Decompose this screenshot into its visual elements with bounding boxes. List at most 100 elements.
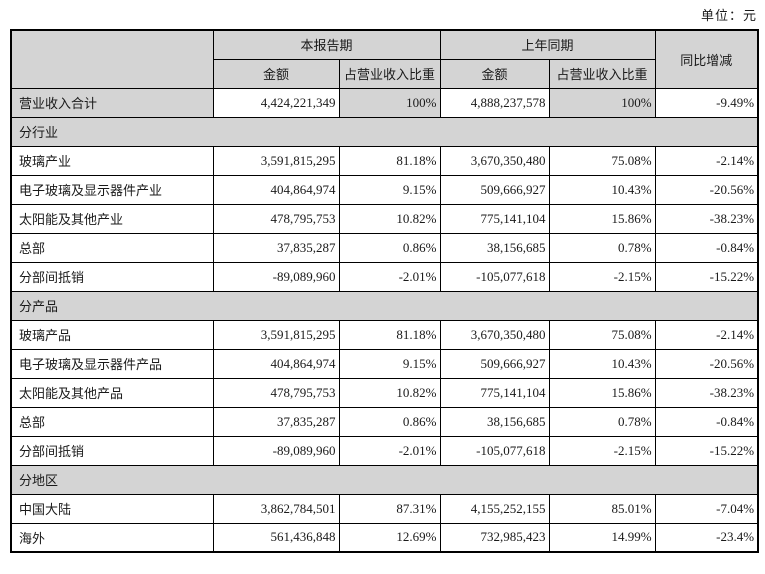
table-row: 中国大陆 3,862,784,501 87.31% 4,155,252,155 … [10,493,759,524]
header-empty-cell [10,29,214,89]
prior-pct-cell: 85.01% [548,493,656,524]
table-row: 分部间抵销 -89,089,960 -2.01% -105,077,618 -2… [10,435,759,466]
table-row: 玻璃产业 3,591,815,295 81.18% 3,670,350,480 … [10,145,759,176]
row-label: 玻璃产业 [10,145,214,176]
header-prior-amount: 金额 [439,58,550,89]
prior-amount-cell: -105,077,618 [439,261,550,292]
table-row: 电子玻璃及显示器件产品 404,864,974 9.15% 509,666,92… [10,348,759,379]
table-row: 电子玻璃及显示器件产业 404,864,974 9.15% 509,666,92… [10,174,759,205]
prior-pct-cell: 10.43% [548,348,656,379]
prior-amount-cell: 732,985,423 [439,522,550,553]
yoy-cell: -9.49% [654,87,759,118]
prior-amount-cell: 3,670,350,480 [439,145,550,176]
current-amount-cell: 404,864,974 [212,348,340,379]
row-label: 太阳能及其他产品 [10,377,214,408]
header-row-subcolumns: 金额 占营业收入比重 金额 占营业收入比重 [11,58,758,89]
prior-amount-cell: 3,670,350,480 [439,319,550,350]
current-pct-cell: 87.31% [338,493,441,524]
section-title: 分地区 [10,464,759,495]
row-label: 太阳能及其他产业 [10,203,214,234]
prior-pct-cell: 15.86% [548,377,656,408]
current-pct-cell: 10.82% [338,377,441,408]
prior-pct-cell: 0.78% [548,406,656,437]
current-pct-cell: 10.82% [338,203,441,234]
row-label: 分部间抵销 [10,261,214,292]
current-amount-cell: 3,862,784,501 [212,493,340,524]
prior-amount-cell: 775,141,104 [439,203,550,234]
row-label: 分部间抵销 [10,435,214,466]
yoy-cell: -15.22% [654,435,759,466]
row-label: 总部 [10,406,214,437]
current-pct-cell: 81.18% [338,319,441,350]
current-amount-cell: 3,591,815,295 [212,319,340,350]
current-amount-cell: 37,835,287 [212,232,340,263]
section-title: 分行业 [10,116,759,147]
prior-amount-cell: 38,156,685 [439,406,550,437]
yoy-cell: -20.56% [654,348,759,379]
table-row: 太阳能及其他产品 478,795,753 10.82% 775,141,104 … [10,377,759,408]
header-yoy-change: 同比增减 [654,29,759,89]
prior-amount-cell: 4,155,252,155 [439,493,550,524]
yoy-cell: -15.22% [654,261,759,292]
row-label: 总部 [10,232,214,263]
current-pct-cell: 81.18% [338,145,441,176]
header-current-period: 本报告期 [212,29,441,60]
current-amount-cell: 4,424,221,349 [212,87,340,118]
section-row-region: 分地区 [10,464,759,495]
current-amount-cell: -89,089,960 [212,435,340,466]
prior-pct-cell: 75.08% [548,145,656,176]
yoy-cell: -2.14% [654,319,759,350]
table-row: 总部 37,835,287 0.86% 38,156,685 0.78% -0.… [10,406,759,437]
row-label: 玻璃产品 [10,319,214,350]
yoy-cell: -2.14% [654,145,759,176]
current-pct-cell: -2.01% [338,261,441,292]
yoy-cell: -7.04% [654,493,759,524]
current-amount-cell: 478,795,753 [212,203,340,234]
current-pct-cell: 0.86% [338,232,441,263]
table-row: 分部间抵销 -89,089,960 -2.01% -105,077,618 -2… [10,261,759,292]
table-row: 总部 37,835,287 0.86% 38,156,685 0.78% -0.… [10,232,759,263]
section-row-industry: 分行业 [10,116,759,147]
prior-amount-cell: 775,141,104 [439,377,550,408]
yoy-cell: -38.23% [654,203,759,234]
unit-label: 单位：元 [700,8,757,23]
table-row: 太阳能及其他产业 478,795,753 10.82% 775,141,104 … [10,203,759,234]
prior-pct-cell: 75.08% [548,319,656,350]
row-label: 中国大陆 [10,493,214,524]
yoy-cell: -38.23% [654,377,759,408]
current-amount-cell: -89,089,960 [212,261,340,292]
total-revenue-row: 营业收入合计 4,424,221,349 100% 4,888,237,578 … [10,87,759,118]
row-label: 海外 [10,522,214,553]
prior-pct-cell: 14.99% [548,522,656,553]
section-row-product: 分产品 [10,290,759,321]
prior-pct-cell: -2.15% [548,261,656,292]
prior-pct-cell: -2.15% [548,435,656,466]
table-row: 玻璃产品 3,591,815,295 81.18% 3,670,350,480 … [10,319,759,350]
prior-pct-cell: 15.86% [548,203,656,234]
row-label: 营业收入合计 [10,87,214,118]
prior-amount-cell: 38,156,685 [439,232,550,263]
header-current-amount: 金额 [212,58,340,89]
header-row-periods: 本报告期 上年同期 同比增减 [10,29,759,89]
yoy-cell: -20.56% [654,174,759,205]
prior-amount-cell: -105,077,618 [439,435,550,466]
table-row: 海外 561,436,848 12.69% 732,985,423 14.99%… [10,522,759,553]
prior-amount-cell: 4,888,237,578 [439,87,550,118]
current-amount-cell: 478,795,753 [212,377,340,408]
prior-pct-cell: 10.43% [548,174,656,205]
prior-pct-cell: 100% [548,87,656,118]
header-prior-period: 上年同期 [439,29,656,60]
prior-amount-cell: 509,666,927 [439,174,550,205]
yoy-cell: -0.84% [654,232,759,263]
prior-pct-cell: 0.78% [548,232,656,263]
row-label: 电子玻璃及显示器件产业 [10,174,214,205]
header-prior-pct: 占营业收入比重 [548,58,656,89]
revenue-breakdown-table: 本报告期 上年同期 同比增减 金额 占营业收入比重 金额 占营业收入比重 营业收… [10,29,760,553]
section-title: 分产品 [10,290,759,321]
current-amount-cell: 561,436,848 [212,522,340,553]
header-current-pct: 占营业收入比重 [338,58,441,89]
yoy-cell: -0.84% [654,406,759,437]
prior-amount-cell: 509,666,927 [439,348,550,379]
current-pct-cell: 100% [338,87,441,118]
